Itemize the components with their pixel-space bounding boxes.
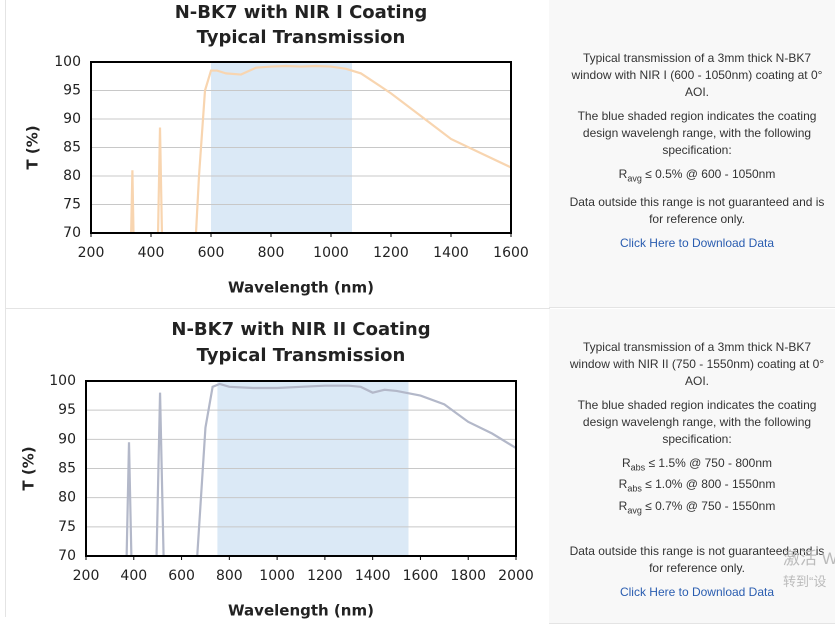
description-panel: Typical transmission of a 3mm thick N-BK… — [549, 309, 835, 624]
spec-subscript: abs — [627, 483, 642, 494]
y-tick-label: 100 — [49, 373, 76, 389]
y-tick-label: 70 — [63, 225, 81, 241]
x-tick-label: 400 — [138, 245, 165, 261]
x-tick-label: 1400 — [355, 568, 391, 584]
spec-symbol: R — [618, 477, 628, 492]
x-tick-label: 1600 — [403, 568, 439, 584]
y-tick-label: 95 — [58, 402, 76, 418]
description-note: Data outside this range is not guarantee… — [569, 544, 825, 576]
chart-title: Typical Transmission — [197, 345, 406, 366]
spec-subscript: avg — [627, 505, 642, 516]
x-tick-label: 200 — [73, 568, 100, 584]
data-line — [130, 64, 511, 233]
x-tick-label: 200 — [78, 245, 105, 261]
chart-title: Typical Transmission — [197, 27, 406, 48]
spec-line: Rabs ≤ 1.0% @ 800 - 1550nm — [563, 476, 831, 497]
spec-text: ≤ 0.5% @ 600 - 1050nm — [645, 167, 776, 181]
description-text: The blue shaded region indicates the coa… — [577, 109, 817, 157]
spec-symbol: R — [618, 167, 628, 181]
plot-frame — [85, 380, 517, 557]
x-tick-label: 600 — [168, 568, 195, 584]
x-axis-label: Wavelength (nm) — [228, 602, 374, 620]
x-tick-label: 1400 — [433, 245, 469, 261]
description-text: The blue shaded region indicates the coa… — [577, 398, 817, 446]
x-tick-label: 1200 — [307, 568, 343, 584]
spec-line: Rabs ≤ 1.5% @ 750 - 800nm — [563, 455, 831, 476]
description-note: Data outside this range is not guarantee… — [569, 195, 825, 227]
watermark: 激活 W — [783, 549, 835, 568]
y-axis-label: T (%) — [20, 446, 38, 490]
y-tick-label: 70 — [58, 548, 76, 564]
y-axis-label: T (%) — [24, 125, 42, 169]
y-tick-label: 75 — [58, 519, 76, 535]
y-tick-label: 85 — [58, 461, 76, 477]
x-tick-label: 800 — [258, 245, 285, 261]
x-tick-label: 1000 — [259, 568, 295, 584]
spec-text: ≤ 0.7% @ 750 - 1550nm — [645, 498, 776, 513]
spec-line: Ravg ≤ 0.7% @ 750 - 1550nm — [563, 498, 831, 519]
watermark: 转到“设 — [783, 574, 827, 589]
plot-frame — [90, 61, 512, 234]
description-panel: Typical transmission of a 3mm thick N-BK… — [549, 0, 835, 308]
x-tick-label: 2000 — [498, 568, 534, 584]
y-tick-label: 75 — [63, 197, 81, 213]
y-tick-label: 80 — [58, 490, 76, 506]
x-tick-label: 1800 — [450, 568, 486, 584]
description-text: Typical transmission of a 3mm thick N-BK… — [569, 340, 825, 388]
data-line — [125, 382, 516, 556]
description-text: Typical transmission of a 3mm thick N-BK… — [571, 51, 823, 99]
spec-line: Ravg ≤ 0.5% @ 600 - 1050nm — [563, 166, 831, 187]
spec-symbol: R — [618, 498, 628, 513]
x-tick-label: 400 — [120, 568, 147, 584]
y-tick-label: 90 — [58, 431, 76, 447]
chart: N-BK7 with NIR II Coating Typical Transmi… — [20, 319, 534, 620]
download-link[interactable]: Click Here to Download Data — [619, 236, 775, 251]
x-tick-label: 1000 — [313, 245, 349, 261]
specification: Rabs ≤ 1.5% @ 750 - 800nm Rabs ≤ 1.0% @ 8… — [563, 455, 831, 519]
specification: Ravg ≤ 0.5% @ 600 - 1050nm — [563, 166, 831, 187]
spec-text: ≤ 1.5% @ 750 - 800nm — [648, 456, 773, 470]
spec-text: ≤ 1.0% @ 800 - 1550nm — [645, 477, 776, 492]
y-tick-label: 90 — [63, 111, 81, 127]
chart-panel: N-BK7 with NIR II Coating Typical Transmi… — [5, 309, 550, 620]
chart-panel: N-BK7 with NIR I Coating Typical Transmis… — [5, 0, 550, 309]
x-tick-label: 800 — [216, 568, 243, 584]
spec-subscript: abs — [630, 462, 646, 473]
download-link[interactable]: Click Here to Download Data — [619, 585, 775, 600]
x-axis-label: Wavelength (nm) — [228, 279, 374, 297]
chart-title: N-BK7 with NIR I Coating — [175, 2, 428, 23]
spec-symbol: R — [621, 456, 631, 470]
y-tick-label: 100 — [54, 54, 81, 70]
y-tick-label: 95 — [63, 83, 81, 99]
chart-title: N-BK7 with NIR II Coating — [171, 319, 430, 340]
x-tick-label: 1200 — [373, 245, 409, 261]
x-tick-label: 600 — [198, 245, 225, 261]
spec-subscript: avg — [627, 173, 642, 184]
y-tick-label: 80 — [63, 168, 81, 184]
x-tick-label: 1600 — [493, 245, 529, 261]
y-tick-label: 85 — [63, 140, 81, 156]
chart: N-BK7 with NIR I Coating Typical Transmis… — [24, 2, 529, 297]
